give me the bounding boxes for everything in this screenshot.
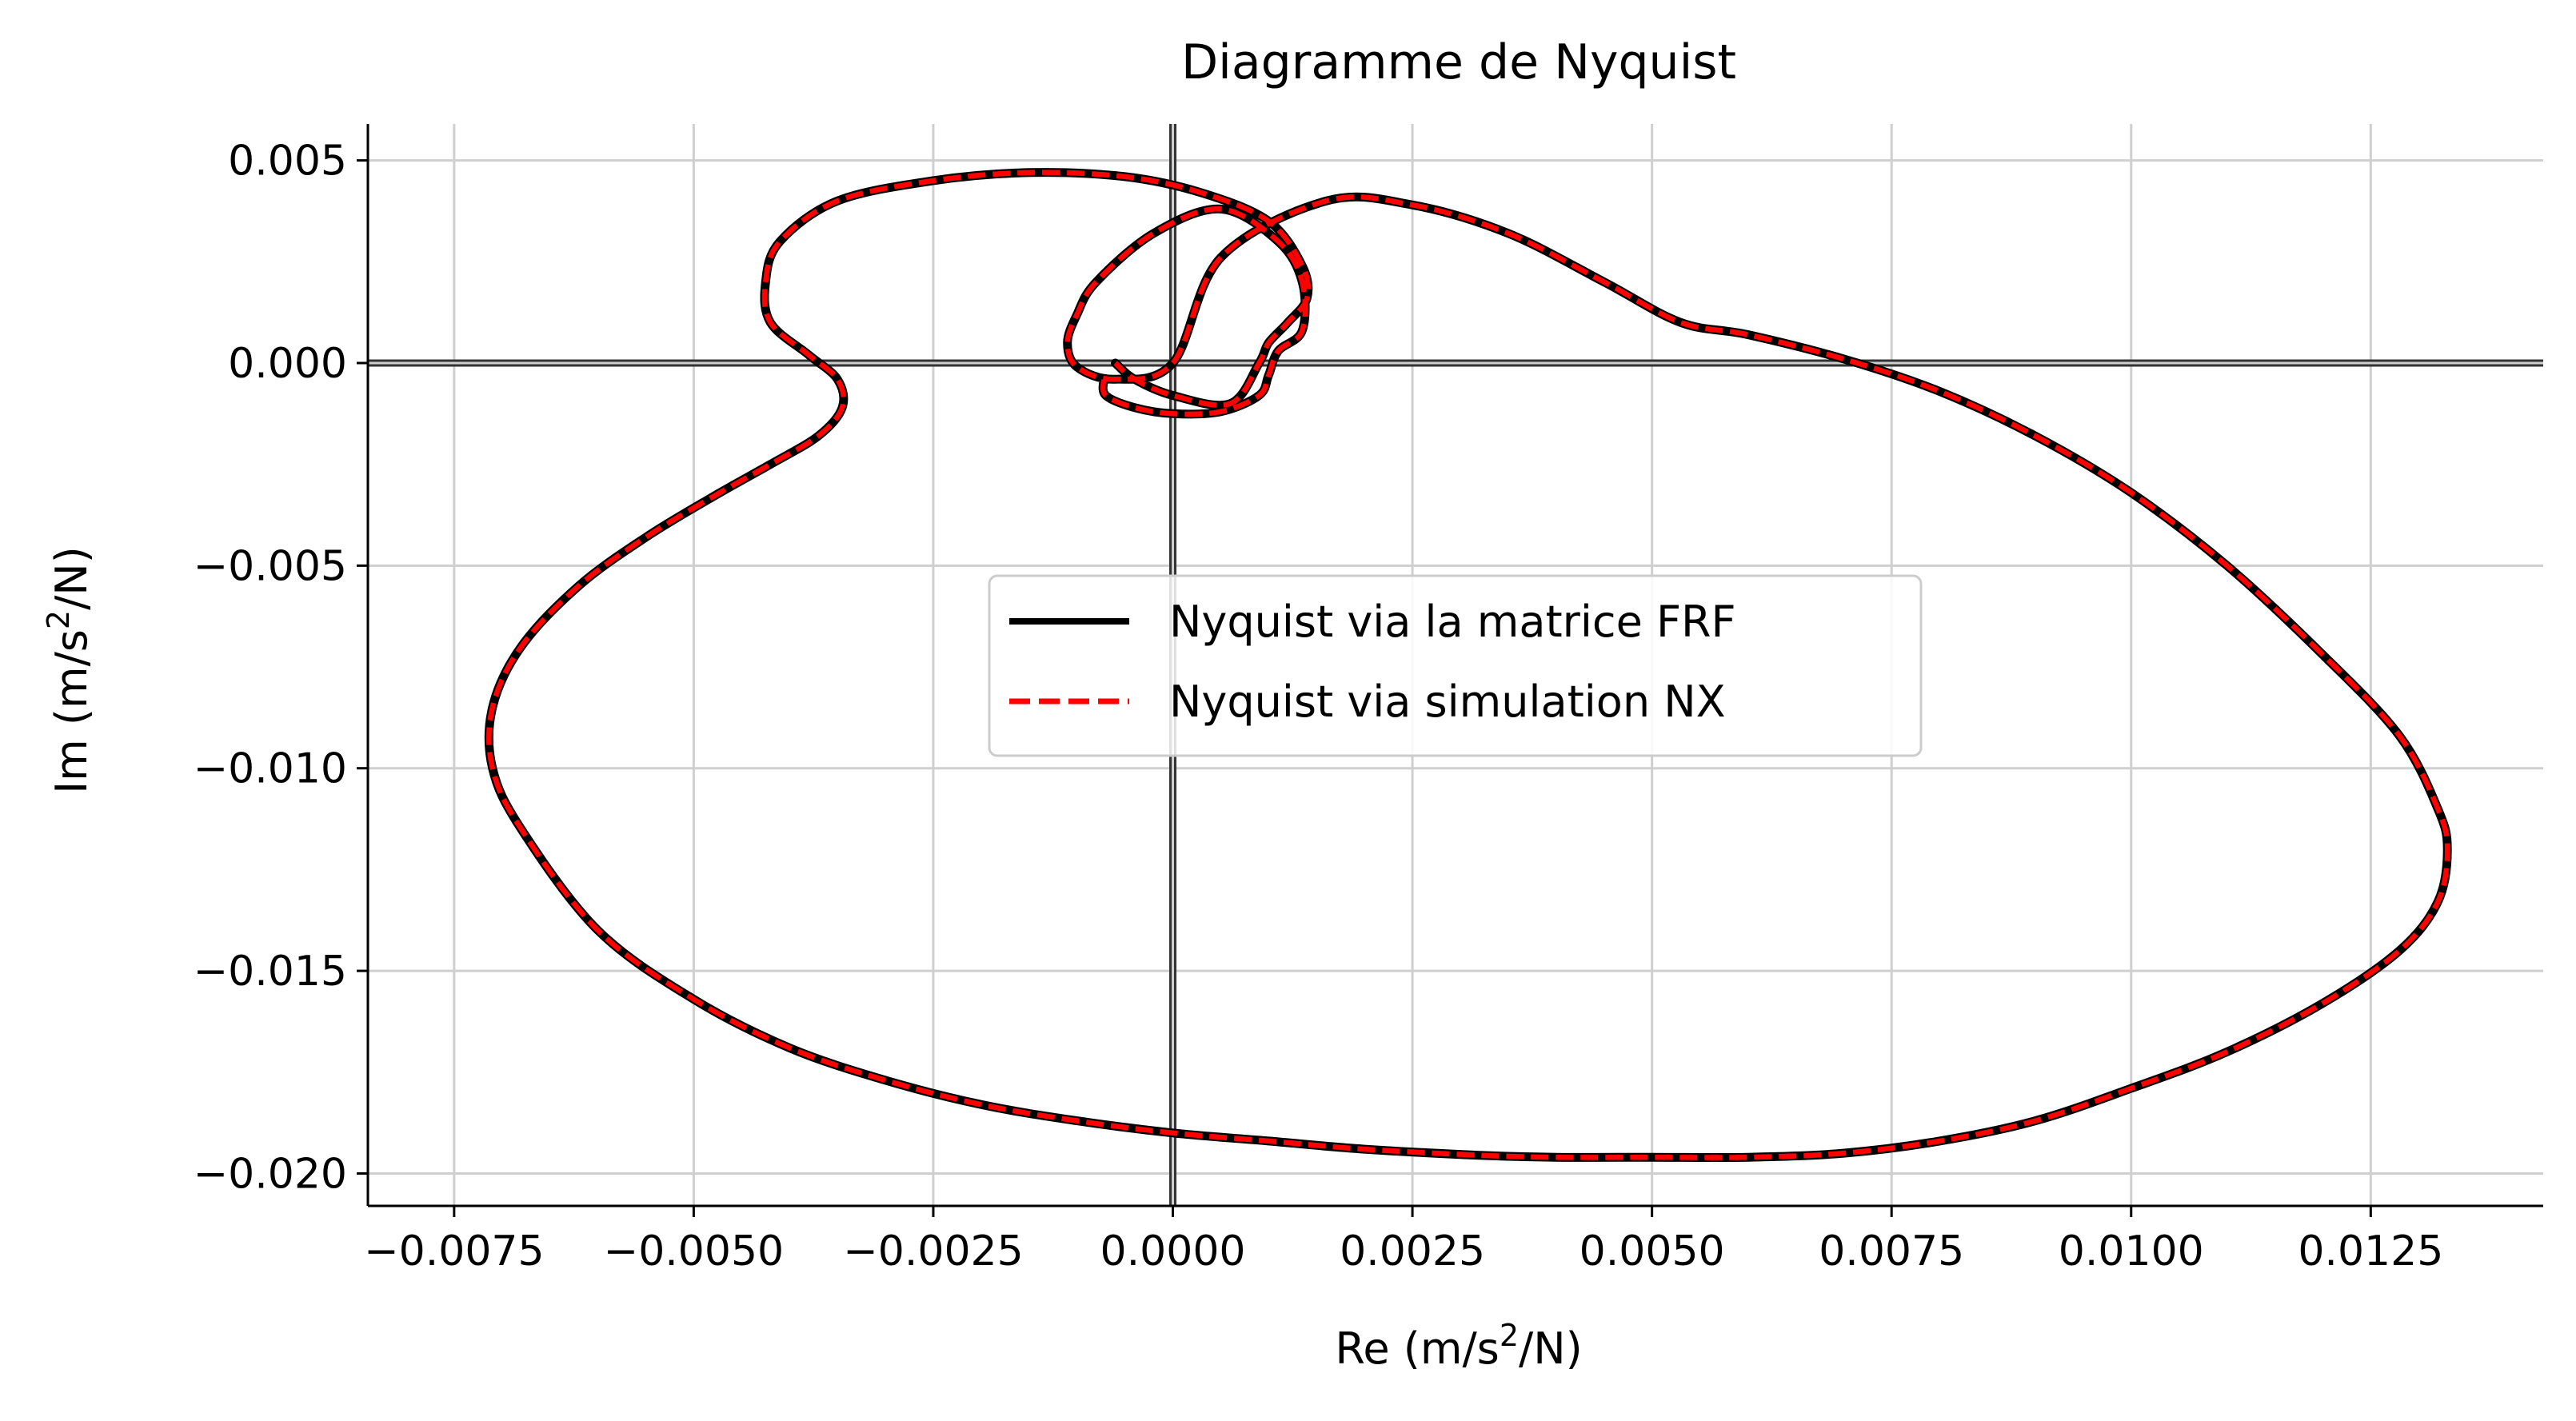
series-layer [484, 168, 2452, 1163]
x-axis-label-suffix: /N) [1519, 1323, 1583, 1374]
x-tick-label: 0.0100 [2059, 1227, 2204, 1275]
y-tick-label: 0.000 [228, 340, 347, 388]
y-axis-label-prefix: Im (m/s [46, 629, 97, 794]
x-tick-label: −0.0025 [843, 1227, 1024, 1275]
x-tick-label: 0.0000 [1100, 1227, 1246, 1275]
ticks-layer: −0.0075 −0.0050 −0.0025 0.0000 0.0025 0.0050 0… [194, 138, 2444, 1275]
x-axis-label-prefix: Re (m/s [1335, 1323, 1499, 1374]
y-axis-label: Im (m/s2/N) [41, 546, 97, 794]
x-tick-label: −0.0075 [364, 1227, 545, 1275]
x-axis-label-sup: 2 [1500, 1318, 1519, 1353]
y-tick-label: −0.005 [194, 542, 347, 590]
x-axis-label: Re (m/s2/N) [1335, 1318, 1582, 1374]
y-tick-label: −0.020 [194, 1150, 347, 1198]
chart-title: Diagramme de Nyquist [1181, 34, 1736, 90]
series-nx-line [486, 170, 2450, 1160]
axes-layer [366, 124, 2543, 1207]
y-axis-label-sup: 2 [41, 610, 76, 629]
x-tick-label: 0.0125 [2298, 1227, 2443, 1275]
y-tick-label: 0.005 [228, 138, 347, 186]
legend: Nyquist via la matrice FRF Nyquist via s… [988, 574, 1923, 757]
x-tick-label: 0.0050 [1580, 1227, 1725, 1275]
x-tick-label: 0.0075 [1819, 1227, 1964, 1275]
legend-box [988, 574, 1923, 757]
x-tick-label: 0.0025 [1340, 1227, 1485, 1275]
y-tick-label: −0.015 [194, 948, 347, 996]
y-tick-label: −0.010 [194, 745, 347, 793]
x-tick-label: −0.0050 [604, 1227, 785, 1275]
y-axis-label-suffix: /N) [46, 546, 97, 610]
legend-label-nx: Nyquist via simulation NX [1169, 677, 1726, 727]
legend-label-frf: Nyquist via la matrice FRF [1169, 597, 1736, 647]
